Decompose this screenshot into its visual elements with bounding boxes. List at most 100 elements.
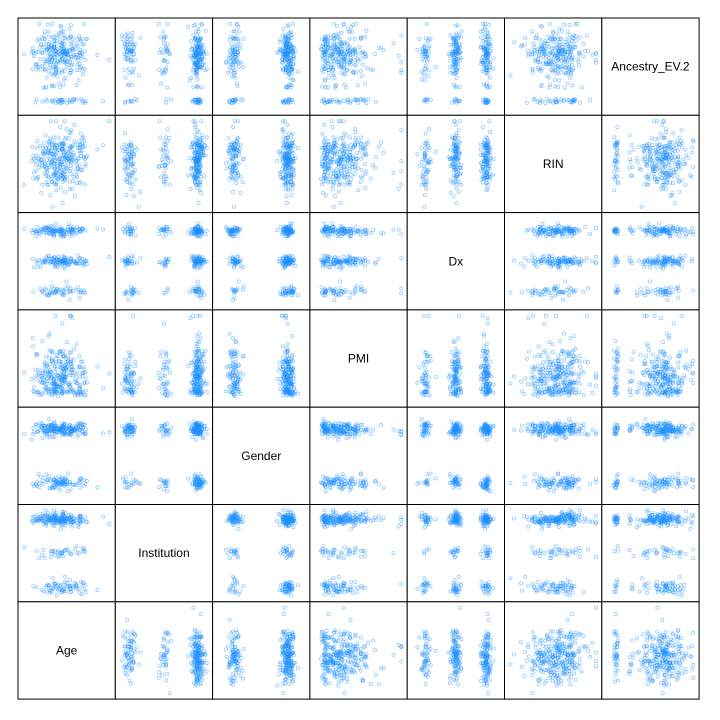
data-point — [52, 45, 57, 50]
data-point — [67, 99, 72, 104]
data-point — [291, 50, 296, 55]
data-point — [233, 99, 238, 104]
data-point — [62, 53, 67, 58]
scatter-panel-dx-vs-institution — [114, 212, 214, 311]
data-point — [120, 37, 125, 42]
data-point — [277, 40, 282, 45]
data-point — [40, 99, 45, 104]
data-point — [342, 40, 347, 45]
data-point — [40, 50, 45, 55]
data-point — [161, 70, 166, 75]
data-point — [204, 51, 209, 56]
data-point — [45, 22, 50, 27]
data-point — [232, 73, 237, 78]
data-point — [288, 33, 293, 38]
data-point — [122, 41, 127, 46]
data-point — [190, 46, 195, 51]
data-point — [362, 98, 367, 103]
data-point — [283, 85, 288, 90]
data-point — [95, 52, 100, 57]
data-point — [232, 58, 237, 63]
data-point — [126, 31, 131, 36]
data-point — [286, 31, 291, 36]
data-point — [157, 50, 162, 55]
data-point — [68, 70, 73, 75]
data-point — [323, 34, 328, 39]
data-point — [127, 48, 132, 53]
data-point — [58, 24, 63, 29]
data-point — [399, 60, 404, 65]
data-point — [234, 58, 239, 63]
data-point — [288, 29, 293, 34]
data-point — [67, 36, 72, 41]
data-point — [323, 49, 328, 54]
scatter-panel-dx-vs-gender — [212, 212, 311, 311]
data-point — [283, 35, 288, 40]
data-point — [58, 58, 63, 63]
data-point — [49, 54, 54, 59]
data-point — [195, 84, 200, 89]
data-point — [126, 82, 131, 87]
data-point — [49, 98, 54, 103]
data-point — [372, 52, 377, 57]
data-point — [231, 59, 236, 64]
data-point — [45, 48, 50, 53]
data-point — [289, 47, 294, 52]
data-point — [195, 66, 200, 71]
data-point — [234, 21, 239, 26]
data-point — [364, 66, 369, 71]
data-point — [68, 41, 73, 46]
data-point — [159, 81, 164, 86]
data-point — [191, 23, 196, 28]
data-point — [228, 60, 233, 65]
data-point — [230, 57, 235, 62]
data-point — [278, 48, 283, 53]
data-point — [54, 52, 59, 57]
data-point — [194, 71, 199, 76]
data-point — [47, 45, 52, 50]
data-point — [196, 52, 201, 57]
data-point — [57, 98, 62, 103]
data-point — [196, 97, 201, 102]
data-point — [285, 47, 290, 52]
data-point — [281, 55, 286, 60]
data-point — [47, 69, 52, 74]
data-point — [282, 52, 287, 57]
data-point — [198, 46, 203, 51]
data-point — [123, 57, 128, 62]
data-point — [348, 44, 353, 49]
data-point — [164, 47, 169, 52]
data-point — [284, 46, 289, 51]
data-point — [195, 63, 200, 68]
data-point — [337, 51, 342, 56]
data-point — [287, 50, 292, 55]
data-point — [279, 60, 284, 65]
data-point — [196, 101, 201, 106]
data-point — [285, 97, 290, 102]
data-point — [285, 40, 290, 45]
data-point — [59, 29, 64, 34]
data-point — [194, 38, 199, 43]
data-point — [228, 34, 233, 39]
data-point — [125, 52, 130, 57]
data-point — [229, 62, 234, 67]
data-point — [195, 97, 200, 102]
data-point — [281, 26, 286, 31]
data-point — [285, 85, 290, 90]
data-point — [195, 65, 200, 70]
data-point — [277, 46, 282, 51]
data-point — [195, 52, 200, 57]
data-point — [295, 69, 300, 74]
panel-frame — [212, 17, 311, 116]
data-point — [79, 37, 84, 42]
data-point — [336, 60, 341, 65]
data-point — [35, 62, 40, 67]
data-point — [72, 52, 77, 57]
data-point — [192, 49, 197, 54]
data-point — [324, 48, 329, 53]
data-point — [290, 71, 295, 76]
data-point — [287, 76, 292, 81]
data-point — [282, 57, 287, 62]
data-point — [31, 49, 36, 54]
data-point — [285, 68, 290, 73]
